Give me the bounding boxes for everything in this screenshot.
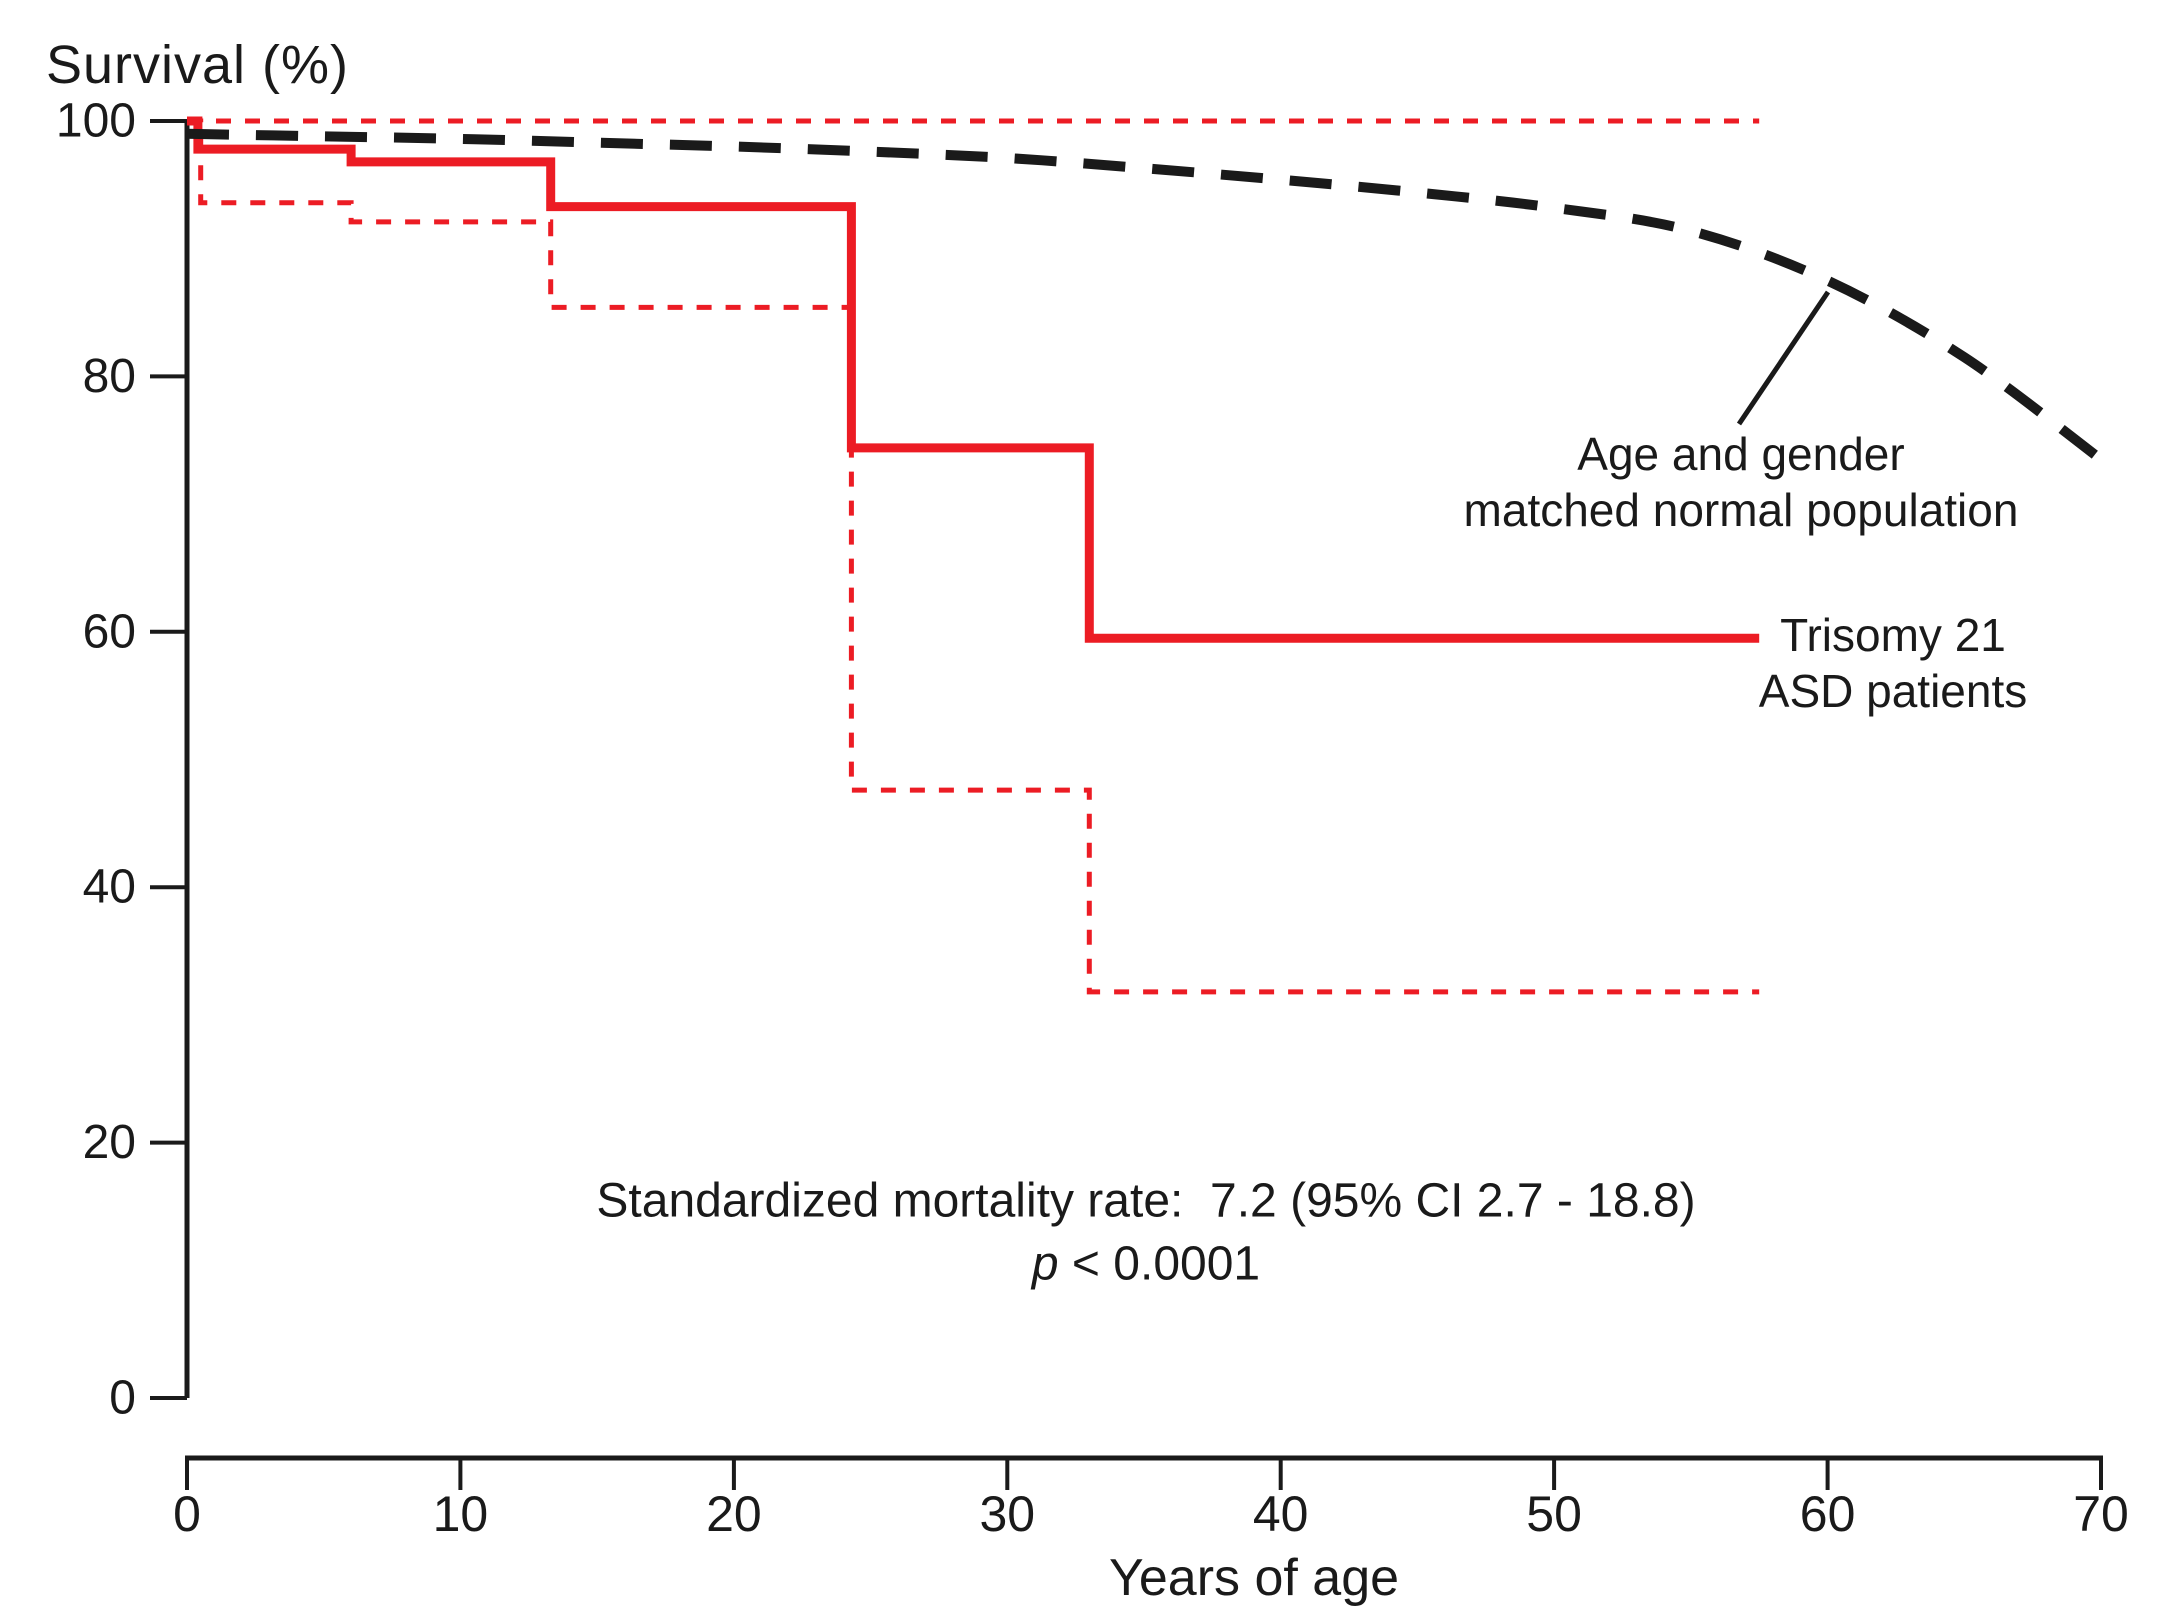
annotation-trisomy-patients-line2: ASD patients xyxy=(1758,665,2028,717)
x-tick-label: 60 xyxy=(1800,1486,1856,1542)
series-ci-lower-line xyxy=(187,118,1760,995)
annotation-normal-population-line2: matched normal population xyxy=(1463,484,2019,536)
annotation-normal-population-line1: Age and gender xyxy=(1577,428,1905,480)
x-tick-label: 10 xyxy=(433,1486,489,1542)
x-axis-title: Years of age xyxy=(1108,1549,1400,1607)
stats-p-value-text: p < 0.0001 xyxy=(1032,1237,1260,1292)
y-tick-label: 20 xyxy=(83,1116,136,1169)
stats-smr-text: Standardized mortality rate: 7.2 (95% CI… xyxy=(596,1174,1696,1228)
x-tick-label: 0 xyxy=(173,1486,201,1542)
series-normal-population-line xyxy=(186,128,2104,464)
annotation-normal-population: Age and gender matched normal population xyxy=(1464,426,2019,538)
x-tick-label: 50 xyxy=(1526,1486,1582,1542)
y-tick-label: 80 xyxy=(83,350,136,403)
x-tick-label: 70 xyxy=(2073,1486,2129,1542)
x-tick-label: 20 xyxy=(706,1486,762,1542)
annotation-trisomy-patients-line1: Trisomy 21 xyxy=(1780,609,2006,661)
y-axis-title: Survival (%) xyxy=(46,35,350,95)
annotation-trisomy-patients: Trisomy 21 ASD patients xyxy=(1759,607,2027,719)
series-trisomy-km-line xyxy=(187,116,1760,643)
y-tick-label: 40 xyxy=(83,861,136,914)
x-tick-label: 30 xyxy=(979,1486,1035,1542)
y-tick-label: 60 xyxy=(83,605,136,658)
annotation-leader-line xyxy=(1736,290,1831,426)
y-tick-label: 100 xyxy=(56,95,136,148)
stats-p-rest: < 0.0001 xyxy=(1058,1237,1261,1291)
x-tick-label: 40 xyxy=(1253,1486,1309,1542)
stats-p-symbol: p xyxy=(1031,1237,1059,1291)
y-tick-label: 0 xyxy=(109,1372,136,1425)
